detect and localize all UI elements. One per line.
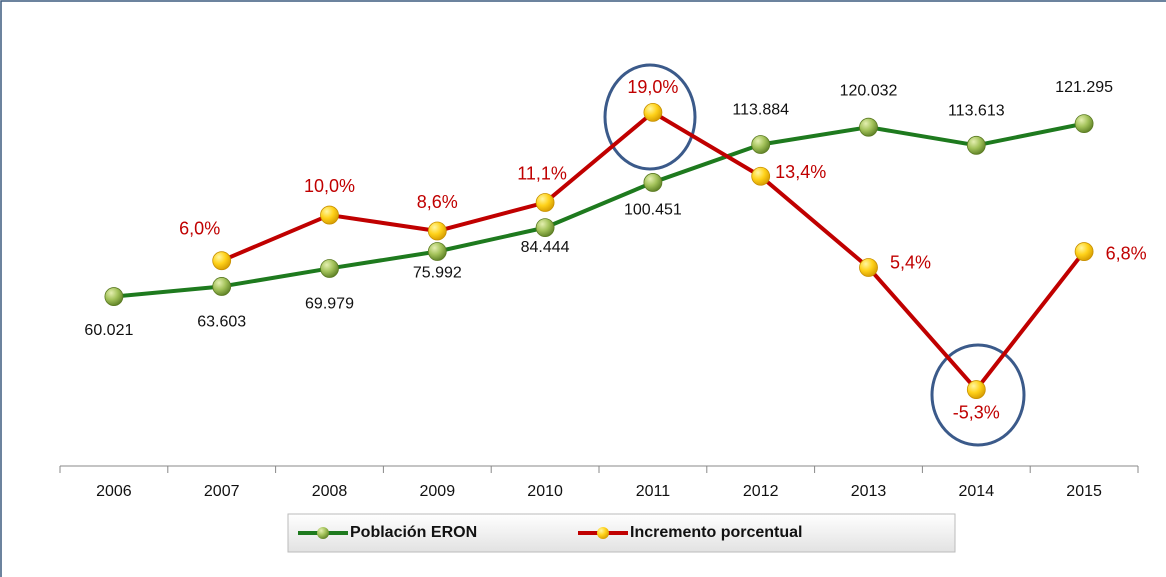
point <box>320 259 339 278</box>
highlight-circle <box>930 343 1026 447</box>
point <box>643 173 663 192</box>
point <box>212 251 232 271</box>
data-label: 113.884 <box>732 102 789 119</box>
legend-label: Incremento porcentual <box>630 524 802 541</box>
data-label: 113.613 <box>948 103 1005 120</box>
point <box>535 193 555 212</box>
point <box>535 218 555 238</box>
data-label: -5,3% <box>953 402 1000 422</box>
data-label: 63.603 <box>197 314 246 331</box>
legend-marker <box>317 527 329 539</box>
point <box>1074 242 1094 261</box>
x-tick-label: 2014 <box>959 483 995 500</box>
point <box>966 135 986 155</box>
x-tick-label: 2006 <box>96 483 132 500</box>
point <box>427 242 447 261</box>
data-label: 121.295 <box>1055 79 1113 96</box>
data-label: 120.032 <box>840 82 898 99</box>
data-label: 5,4% <box>890 252 931 272</box>
x-tick-label: 2013 <box>851 483 887 500</box>
point <box>751 166 771 186</box>
data-label: 6,0% <box>179 218 220 238</box>
data-label: 11,1% <box>517 163 567 183</box>
data-label: 6,8% <box>1106 243 1147 263</box>
data-label: 84.444 <box>521 239 570 256</box>
x-tick-label: 2011 <box>636 483 671 500</box>
point <box>320 205 339 225</box>
point <box>1074 114 1094 134</box>
point <box>859 117 878 137</box>
x-tick-label: 2010 <box>527 483 563 500</box>
point <box>104 287 124 306</box>
series-line <box>220 110 1086 392</box>
data-label: 69.979 <box>305 296 354 313</box>
series-line <box>113 121 1085 299</box>
x-tick-label: 2012 <box>743 483 779 500</box>
point <box>751 135 771 154</box>
legend-label: Población ERON <box>350 524 477 541</box>
x-tick-label: 2008 <box>312 483 348 500</box>
point <box>212 277 232 296</box>
x-tick-label: 2015 <box>1066 483 1102 500</box>
point <box>859 258 878 277</box>
point <box>966 380 986 399</box>
x-tick-label: 2009 <box>420 483 456 500</box>
data-label: 8,6% <box>417 192 458 212</box>
legend-marker <box>597 527 609 539</box>
point <box>643 102 663 122</box>
highlight-circle <box>603 63 697 171</box>
x-tick-label: 2007 <box>204 483 240 500</box>
point <box>427 221 447 241</box>
data-label: 100.451 <box>624 202 682 219</box>
data-label: 60.021 <box>84 322 133 339</box>
data-label: 75.992 <box>413 265 462 282</box>
data-label: 10,0% <box>304 176 355 196</box>
data-label: 19,0% <box>627 77 678 97</box>
data-label: 13,4% <box>775 162 826 182</box>
